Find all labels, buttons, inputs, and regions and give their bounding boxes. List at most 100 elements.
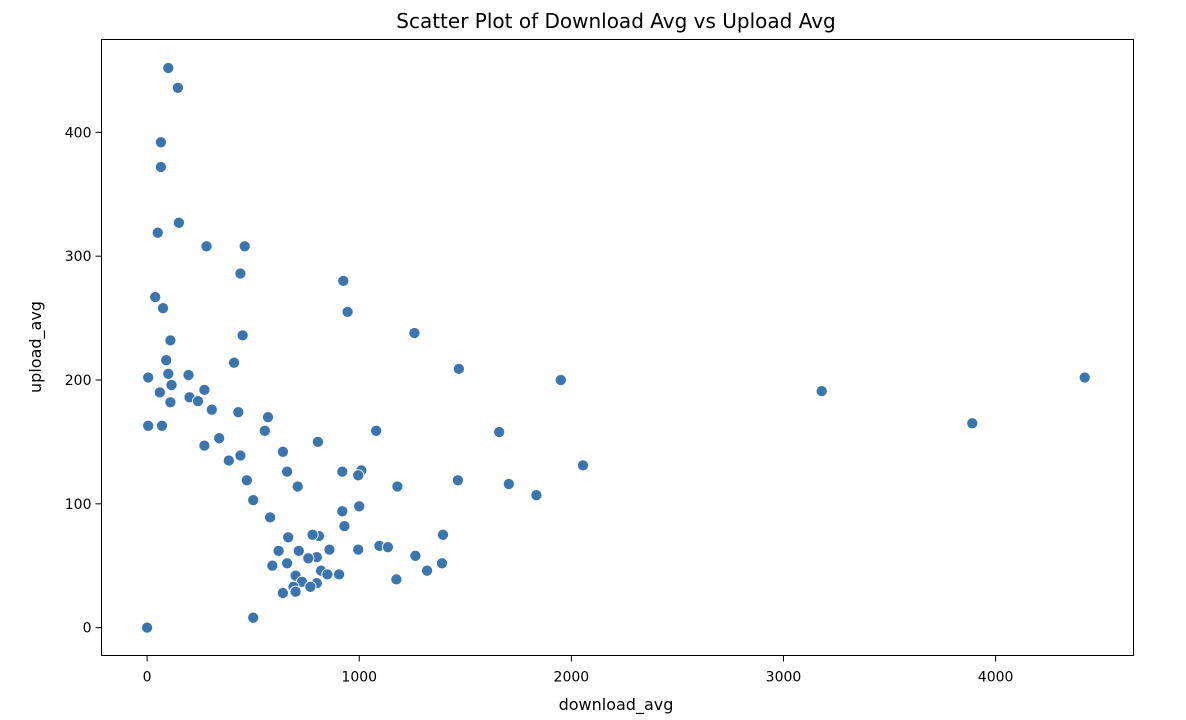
scatter-point [172, 216, 185, 229]
scatter-point [281, 557, 294, 570]
scatter-point [337, 274, 350, 287]
scatter-point [306, 528, 319, 541]
scatter-point [336, 505, 349, 518]
scatter-point [341, 305, 354, 318]
scatter-point [228, 356, 241, 369]
scatter-point [311, 435, 324, 448]
scatter-point [282, 531, 295, 544]
scatter-point [264, 511, 277, 524]
points-layer [141, 61, 1091, 634]
scatter-point [234, 449, 247, 462]
scatter-point [1078, 371, 1091, 384]
scatter-point [576, 459, 590, 472]
scatter-point [156, 302, 170, 315]
scatter-point [338, 520, 351, 533]
scatter-point [291, 480, 304, 493]
scatter-point [353, 500, 366, 513]
scatter-point [391, 480, 404, 493]
scatter-point [258, 424, 271, 437]
y-tick-label: 0 [83, 621, 92, 637]
x-tick-label: 4000 [978, 670, 1014, 686]
scatter-point [198, 439, 211, 452]
scatter-point [151, 226, 164, 239]
scatter-point [205, 403, 218, 416]
scatter-point [304, 580, 317, 593]
scatter-point [452, 362, 465, 375]
x-axis-ticks: 0 1000 2000 3000 4000 [143, 655, 1014, 686]
scatter-point [321, 568, 334, 581]
scatter-point [370, 424, 383, 437]
y-tick-label: 300 [65, 249, 92, 265]
scatter-point [213, 432, 226, 445]
scatter-point [164, 334, 177, 347]
scatter-point [530, 489, 543, 502]
scatter-point [266, 559, 279, 572]
y-tick-label: 200 [65, 373, 92, 389]
scatter-point [232, 406, 245, 419]
scatter-point [815, 385, 828, 398]
scatter-point [153, 386, 166, 399]
scatter-point [160, 354, 173, 367]
scatter-point [238, 240, 251, 253]
scatter-point [236, 329, 249, 342]
scatter-point [234, 267, 247, 280]
scatter-point [247, 611, 260, 624]
scatter-point [281, 465, 294, 478]
scatter-point [162, 61, 175, 75]
y-tick-label: 100 [65, 497, 92, 513]
scatter-point [502, 477, 515, 491]
scatter-point [276, 445, 289, 458]
scatter-point [451, 474, 464, 487]
scatter-point [154, 136, 167, 149]
x-tick-label: 1000 [341, 670, 377, 686]
scatter-point [302, 552, 315, 565]
scatter-point [154, 160, 167, 174]
x-tick-label: 2000 [554, 670, 590, 686]
plot-area: 0 1000 2000 3000 4000 0 100 200 300 400 [65, 39, 1134, 686]
scatter-point [276, 586, 289, 600]
scatter-point [421, 564, 434, 577]
scatter-point [164, 396, 177, 409]
scatter-point [333, 568, 346, 581]
scatter-point [323, 543, 336, 556]
scatter-point [171, 81, 184, 94]
scatter-point [155, 419, 169, 432]
scatter-point [554, 373, 567, 387]
scatter-point [191, 395, 205, 408]
scatter-point [141, 621, 154, 634]
y-tick-label: 400 [65, 125, 92, 141]
scatter-point [198, 383, 211, 396]
scatter-point [142, 371, 155, 384]
scatter-point [493, 425, 506, 439]
x-tick-label: 0 [143, 670, 152, 686]
scatter-point [381, 541, 394, 554]
scatter-point [240, 474, 253, 487]
scatter-point [182, 368, 195, 382]
scatter-point [336, 465, 349, 478]
scatter-point [149, 290, 162, 304]
scatter-point [352, 469, 365, 482]
chart-title: Scatter Plot of Download Avg vs Upload A… [396, 9, 835, 33]
scatter-point [261, 411, 275, 424]
x-axis-label: download_avg [559, 695, 674, 715]
y-axis-ticks: 0 100 200 300 400 [65, 125, 102, 637]
scatter-point [292, 544, 305, 557]
x-tick-label: 3000 [766, 670, 802, 686]
scatter-point [409, 549, 422, 562]
scatter-point [435, 557, 449, 570]
scatter-point [352, 543, 365, 556]
scatter-point [200, 240, 213, 253]
scatter-point [966, 417, 979, 430]
scatter-point [165, 378, 178, 392]
axes-frame [101, 39, 1134, 656]
scatter-point [272, 544, 285, 557]
scatter-point [289, 585, 302, 598]
y-axis-label: upload_avg [26, 301, 46, 393]
scatter-point [142, 419, 155, 432]
scatter-point [247, 494, 260, 507]
scatter-point [222, 454, 235, 467]
scatter-point [408, 326, 421, 340]
scatter-point [162, 367, 175, 380]
scatter-point [390, 573, 403, 586]
